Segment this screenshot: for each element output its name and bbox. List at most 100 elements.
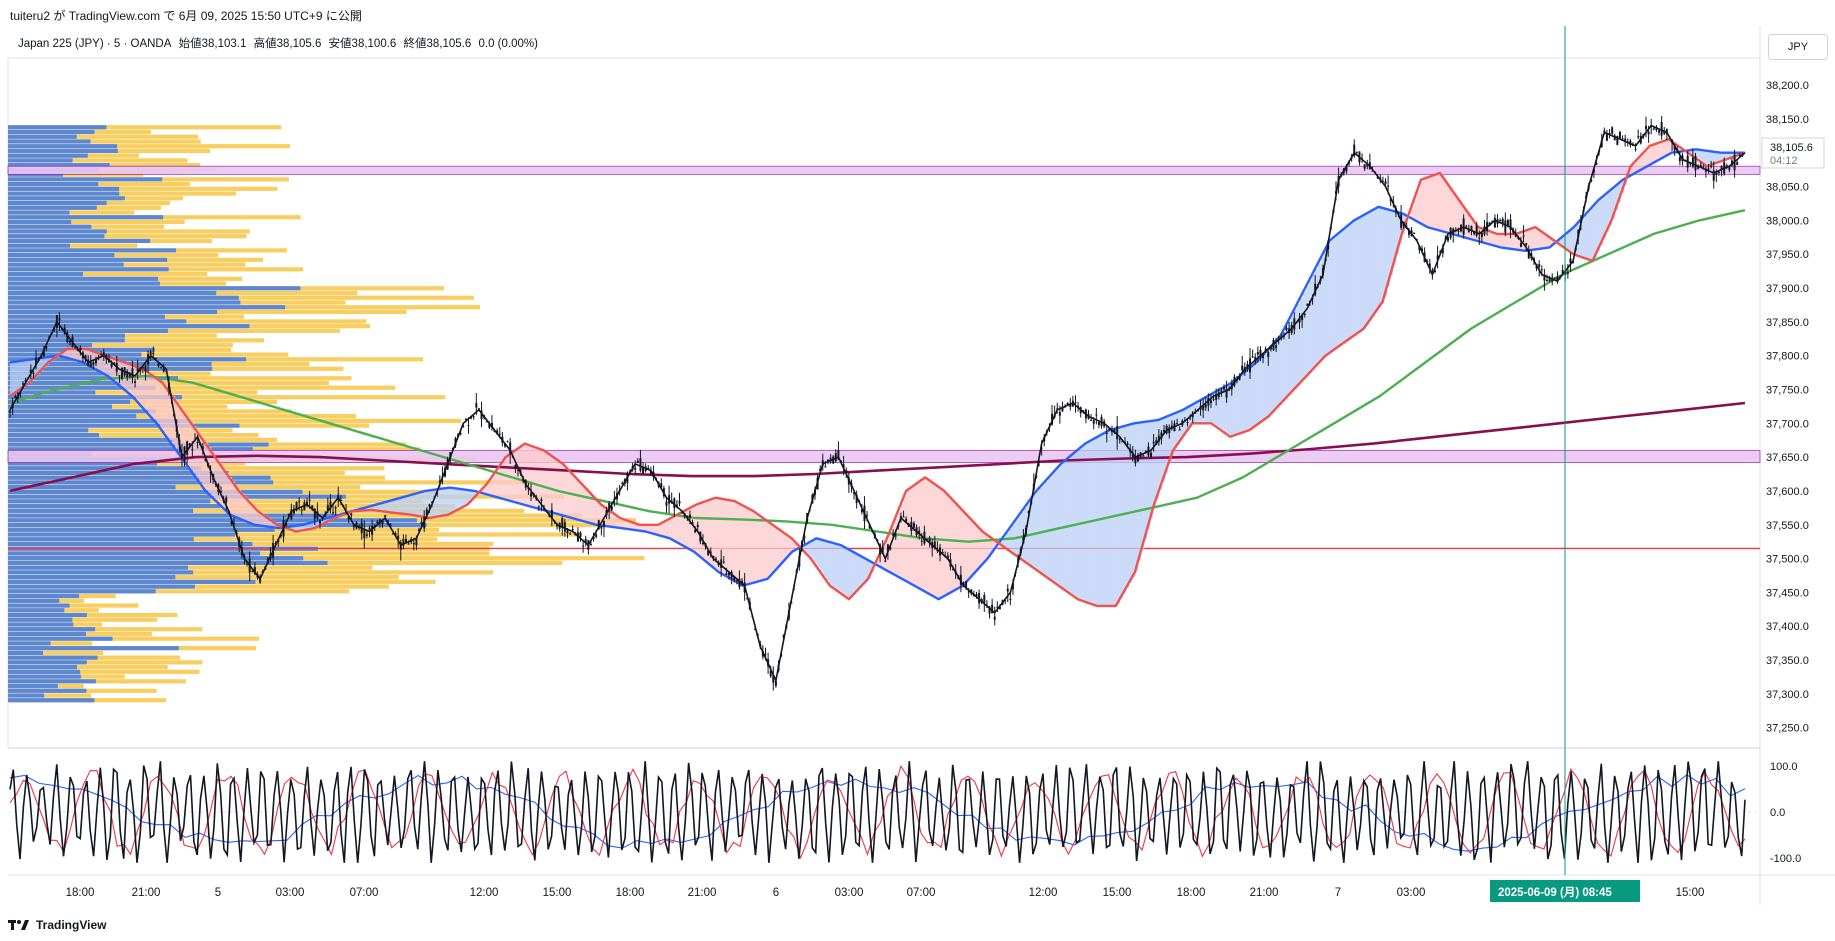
cloud-slice: [457, 488, 461, 511]
cloud-slice: [292, 526, 296, 531]
cloud-slice: [739, 503, 743, 584]
tradingview-logo-icon[interactable]: [8, 919, 30, 931]
price-tick-label: 37,950.0: [1766, 249, 1809, 261]
cloud-slice: [1123, 426, 1127, 594]
candle-body: [1506, 220, 1509, 226]
cloud-slice: [493, 475, 497, 497]
candle-body: [1314, 283, 1317, 295]
candle-body: [1095, 414, 1098, 416]
ma-mid-line: [9, 209, 1746, 543]
cloud-slice: [1549, 236, 1553, 248]
volume-bar-down: [8, 570, 194, 575]
legend-symbol[interactable]: Japan 225 (JPY) · 5 · OANDA: [18, 38, 172, 50]
osc-tick-label: -100.0: [1770, 853, 1801, 865]
cloud-slice: [943, 490, 947, 597]
candle-body: [1228, 387, 1231, 389]
cloud-slice: [670, 518, 674, 539]
cloud-slice: [1105, 432, 1109, 606]
candle-body: [113, 362, 116, 365]
cloud-slice: [1150, 421, 1154, 519]
candle-body: [1621, 138, 1624, 140]
candle-body: [1420, 248, 1423, 252]
candle-body: [602, 521, 605, 527]
volume-bar-down: [8, 390, 96, 395]
candle-body: [1540, 269, 1543, 271]
cloud-slice: [253, 506, 257, 525]
cloud-slice: [706, 501, 710, 562]
cloud-slice: [1396, 211, 1400, 255]
cloud-slice: [400, 497, 404, 514]
cloud-slice: [1546, 234, 1550, 248]
time-tick-label: 18:00: [616, 887, 645, 899]
cloud-slice: [181, 408, 185, 458]
volume-bar-down: [8, 177, 163, 182]
cloud-slice: [490, 479, 494, 496]
cloud-slice: [727, 499, 731, 577]
candle-body: [1006, 588, 1009, 592]
volume-bar-down: [8, 589, 156, 594]
volume-bar-down: [8, 522, 427, 528]
volume-bar-up: [8, 428, 233, 433]
candle-body: [660, 483, 663, 488]
volume-bar-down: [8, 423, 240, 428]
candle-body: [287, 513, 290, 516]
cloud-slice: [154, 376, 158, 421]
volume-bar-down: [8, 499, 211, 504]
cloud-slice: [676, 515, 680, 542]
candle-body: [1105, 432, 1108, 434]
cloud-slice: [1510, 233, 1514, 249]
candle-body: [311, 505, 314, 509]
cloud-slice: [1543, 232, 1547, 249]
cloud-slice: [1711, 151, 1715, 165]
candle-body: [563, 522, 566, 532]
cloud-slice: [1003, 537, 1007, 547]
cloud-slice: [157, 378, 161, 424]
volume-bar-down: [8, 494, 346, 499]
cloud-slice: [433, 489, 437, 518]
cloud-slice: [958, 505, 962, 589]
volume-bar-down: [8, 271, 83, 277]
candle-body: [530, 493, 533, 497]
candle-body: [946, 555, 949, 560]
candle-body: [1712, 170, 1715, 181]
candle-body: [305, 501, 308, 505]
candle-body: [1694, 156, 1697, 171]
volume-bar-up: [8, 617, 158, 622]
volume-bar-up: [8, 376, 352, 381]
cloud-slice: [460, 488, 464, 509]
time-tick-label: 15:00: [1103, 887, 1132, 899]
volume-bar-down: [8, 290, 217, 296]
candle-body: [29, 369, 32, 374]
candle-body: [1710, 166, 1713, 168]
price-tick-label: 37,600.0: [1766, 486, 1809, 498]
candle-body: [1413, 232, 1416, 234]
cloud-slice: [322, 519, 326, 525]
cloud-slice: [1636, 160, 1640, 173]
cloud-slice: [823, 540, 827, 576]
volume-bar-down: [8, 357, 247, 362]
candle-body: [1137, 454, 1140, 462]
cloud-slice: [178, 404, 182, 453]
cloud-slice: [1330, 240, 1334, 353]
cloud-slice: [607, 508, 611, 527]
candle-body: [352, 524, 355, 528]
cloud-slice: [1450, 187, 1454, 234]
cloud-slice: [1660, 142, 1664, 160]
price-chart[interactable]: 38,200.038,150.038,100.038,050.038,000.0…: [0, 0, 1835, 910]
volume-bar-up: [8, 693, 92, 698]
cloud-slice: [43, 357, 47, 368]
currency-button[interactable]: JPY: [1768, 34, 1828, 60]
candle-body: [725, 573, 728, 575]
cloud-slice: [826, 540, 830, 581]
candle-body: [1725, 165, 1728, 167]
cloud-slice: [1201, 399, 1205, 424]
cloud-slice: [247, 499, 251, 522]
cloud-slice: [868, 560, 872, 579]
cloud-slice: [13, 361, 17, 395]
cloud-slice: [205, 442, 209, 491]
cloud-slice: [892, 525, 896, 574]
candle-body: [404, 538, 407, 544]
cloud-slice: [1729, 152, 1733, 159]
candle-body: [402, 538, 405, 546]
candle-body: [157, 363, 160, 367]
